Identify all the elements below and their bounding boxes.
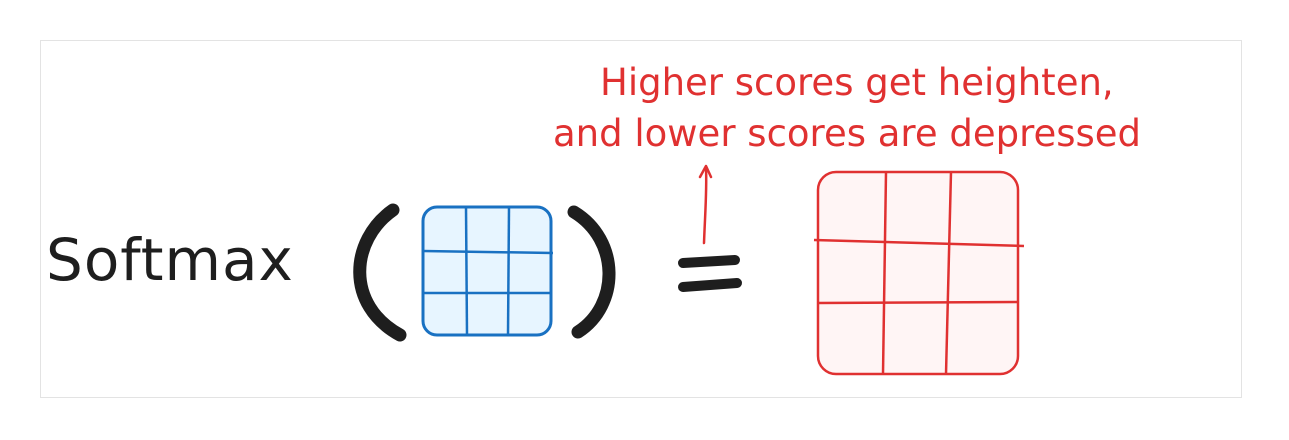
- output-matrix-vline-1: [881, 171, 888, 375]
- arrow-up-icon: [698, 164, 713, 245]
- output-matrix-vline-2: [944, 171, 953, 375]
- right-parenthesis: [567, 205, 616, 339]
- diagram-frame: [40, 40, 1242, 398]
- input-matrix: [421, 205, 554, 337]
- input-matrix-vline-2: [506, 206, 511, 336]
- softmax-label: Softmax: [46, 226, 294, 294]
- input-matrix-border: [421, 205, 553, 337]
- left-parenthesis: [353, 203, 407, 342]
- output-matrix: [813, 170, 1025, 376]
- input-matrix-vline-1: [464, 206, 469, 336]
- output-matrix-hline-2: [816, 300, 1019, 305]
- output-matrix-border: [816, 170, 1020, 376]
- annotation-line-2: and lower scores are depressed: [553, 112, 1141, 155]
- input-matrix-hline-1: [422, 249, 554, 255]
- annotation-line-1: Higher scores get heighten,: [600, 61, 1114, 104]
- equals-sign: [678, 255, 742, 292]
- output-matrix-hline-1: [813, 238, 1025, 248]
